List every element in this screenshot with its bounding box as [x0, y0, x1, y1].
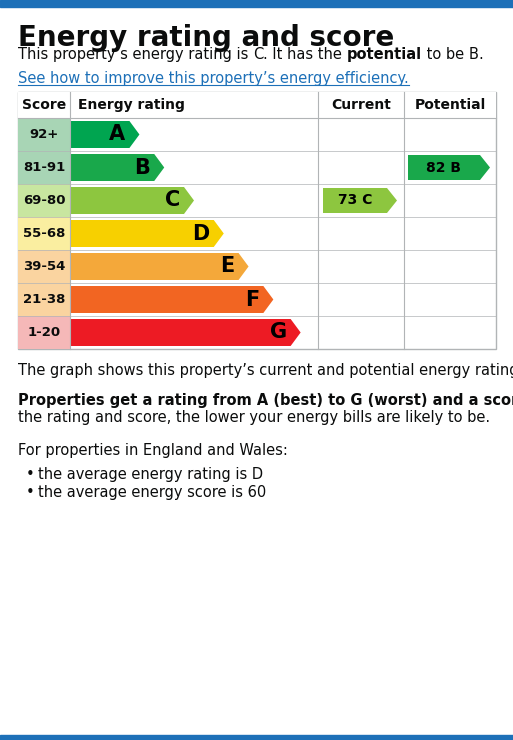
Text: 55-68: 55-68 — [23, 227, 65, 240]
Text: 69-80: 69-80 — [23, 194, 65, 207]
Text: D: D — [192, 223, 210, 243]
Bar — [0, 735, 513, 740]
Text: 21-38: 21-38 — [23, 293, 65, 306]
Text: For properties in England and Wales:: For properties in England and Wales: — [18, 443, 288, 458]
Polygon shape — [70, 253, 249, 280]
Polygon shape — [70, 220, 224, 247]
Text: •: • — [26, 485, 35, 500]
Bar — [18, 283, 70, 316]
Text: 82 B: 82 B — [426, 161, 462, 175]
Text: Energy rating and score: Energy rating and score — [18, 24, 394, 52]
Text: 73 C: 73 C — [338, 193, 372, 207]
Text: 1-20: 1-20 — [27, 326, 61, 339]
Text: This property’s energy rating is: This property’s energy rating is — [18, 47, 253, 62]
Polygon shape — [70, 154, 164, 181]
Bar — [18, 151, 70, 184]
Text: 39-54: 39-54 — [23, 260, 65, 273]
Text: B: B — [468, 47, 479, 62]
Bar — [18, 184, 70, 217]
Text: •: • — [26, 467, 35, 482]
Text: the rating and score, the lower your energy bills are likely to be.: the rating and score, the lower your ene… — [18, 410, 490, 425]
Text: . It has the: . It has the — [263, 47, 347, 62]
Text: C: C — [165, 190, 180, 210]
Text: A: A — [109, 124, 126, 144]
Bar — [18, 250, 70, 283]
Text: Score: Score — [22, 98, 66, 112]
Text: 81-91: 81-91 — [23, 161, 65, 174]
Text: the average energy rating is D: the average energy rating is D — [38, 467, 263, 482]
Polygon shape — [408, 155, 490, 180]
Bar — [0, 0, 513, 7]
Text: C: C — [253, 47, 263, 62]
Polygon shape — [70, 319, 301, 346]
Text: to be: to be — [422, 47, 468, 62]
Text: potential: potential — [347, 47, 422, 62]
Text: See how to improve this property’s energy efficiency.: See how to improve this property’s energ… — [18, 71, 409, 86]
Bar — [18, 316, 70, 349]
Bar — [18, 217, 70, 250]
Text: G: G — [269, 323, 287, 343]
Text: 92+: 92+ — [29, 128, 58, 141]
Text: B: B — [134, 158, 150, 178]
Bar — [18, 118, 70, 151]
Polygon shape — [70, 121, 140, 148]
Text: .: . — [479, 47, 483, 62]
Polygon shape — [70, 187, 194, 214]
Polygon shape — [323, 188, 397, 213]
Text: Current: Current — [331, 98, 391, 112]
Text: F: F — [245, 289, 260, 309]
Text: The graph shows this property’s current and potential energy rating.: The graph shows this property’s current … — [18, 363, 513, 378]
Bar — [18, 92, 496, 349]
Polygon shape — [70, 286, 273, 313]
Text: Potential: Potential — [415, 98, 486, 112]
Text: the average energy score is 60: the average energy score is 60 — [38, 485, 266, 500]
Bar — [18, 92, 496, 118]
Text: E: E — [220, 257, 234, 277]
Text: Energy rating: Energy rating — [78, 98, 185, 112]
Text: Properties get a rating from A (best) to G (worst) and a score.: Properties get a rating from A (best) to… — [18, 393, 513, 408]
